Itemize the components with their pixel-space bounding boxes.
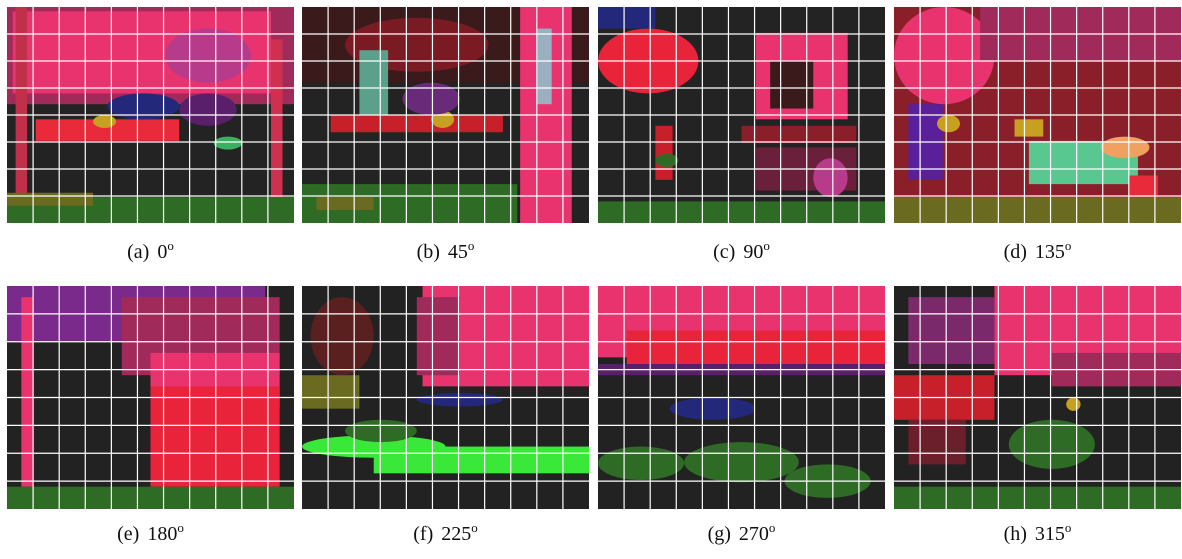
segment xyxy=(7,192,94,206)
segment xyxy=(937,115,961,133)
segment xyxy=(894,7,995,105)
caption-label: (f) xyxy=(413,523,433,545)
caption-angle: 225 xyxy=(441,523,471,545)
panel: (f) 225o xyxy=(302,286,589,545)
caption-angle: 180 xyxy=(147,523,177,545)
segment xyxy=(150,386,280,487)
segment xyxy=(669,397,756,420)
segment xyxy=(684,442,799,483)
segment xyxy=(537,28,552,105)
segment xyxy=(316,197,374,211)
caption-degree: o xyxy=(468,238,475,253)
caption-angle: 315 xyxy=(1035,523,1065,545)
segment xyxy=(598,201,885,223)
caption: (d) 135o xyxy=(1004,238,1072,263)
caption-degree: o xyxy=(769,520,776,535)
segment xyxy=(655,153,679,167)
panel: (h) 315o xyxy=(894,286,1181,545)
caption-angle: 135 xyxy=(1035,241,1065,263)
panel: (d) 135o xyxy=(894,7,1181,263)
segment xyxy=(908,297,995,365)
segment xyxy=(770,61,814,109)
caption-degree: o xyxy=(763,238,770,253)
panel: (b) 45o xyxy=(302,7,589,263)
segment xyxy=(21,297,33,487)
caption-label: (c) xyxy=(713,241,735,263)
segment xyxy=(416,297,460,376)
caption: (b) 45o xyxy=(417,238,475,263)
segment xyxy=(373,446,589,474)
caption-label: (h) xyxy=(1004,523,1027,545)
segment xyxy=(655,125,673,180)
segment xyxy=(310,297,374,376)
segment xyxy=(15,7,28,202)
segment xyxy=(402,82,460,116)
caption-label: (b) xyxy=(417,241,440,263)
segment xyxy=(107,93,180,120)
segment xyxy=(813,158,848,198)
segment xyxy=(894,486,1181,509)
caption-angle: 0 xyxy=(157,241,167,263)
segment xyxy=(164,28,251,83)
caption: (g) 270o xyxy=(708,520,776,545)
segment xyxy=(908,419,966,465)
segment xyxy=(330,115,503,133)
caption-degree: o xyxy=(1065,520,1072,535)
segment xyxy=(416,393,503,407)
segment xyxy=(302,375,360,409)
segment xyxy=(894,197,1181,223)
segment xyxy=(93,115,117,128)
segment xyxy=(1014,119,1044,137)
segment xyxy=(179,93,237,126)
caption-label: (d) xyxy=(1004,241,1027,263)
panel: (e) 180o xyxy=(7,286,294,545)
segment xyxy=(741,125,857,144)
caption: (a) 0o xyxy=(127,238,174,263)
caption: (h) 315o xyxy=(1004,520,1072,545)
panel: (c) 90o xyxy=(598,7,885,263)
segment xyxy=(598,7,656,29)
segment xyxy=(1066,397,1081,411)
caption: (e) 180o xyxy=(117,520,184,545)
caption-label: (g) xyxy=(708,523,731,545)
caption-degree: o xyxy=(167,238,174,253)
segment xyxy=(1008,419,1095,469)
segment xyxy=(7,486,294,509)
panel: (a) 0o xyxy=(7,7,294,263)
caption-degree: o xyxy=(471,520,478,535)
segment xyxy=(626,330,885,365)
panel: (g) 270o xyxy=(598,286,885,545)
segment xyxy=(598,446,685,481)
segment xyxy=(35,119,180,141)
caption-label: (a) xyxy=(127,241,149,263)
segment xyxy=(1129,175,1159,198)
caption: (f) 225o xyxy=(413,520,477,545)
caption: (c) 90o xyxy=(713,238,770,263)
caption-angle: 90 xyxy=(743,241,763,263)
caption-degree: o xyxy=(1065,238,1072,253)
caption-angle: 45 xyxy=(448,241,468,263)
caption-label: (e) xyxy=(117,523,139,545)
caption-degree: o xyxy=(177,520,184,535)
segment xyxy=(213,136,243,150)
caption-angle: 270 xyxy=(739,523,769,545)
segment xyxy=(1100,136,1150,159)
segment xyxy=(271,39,283,202)
